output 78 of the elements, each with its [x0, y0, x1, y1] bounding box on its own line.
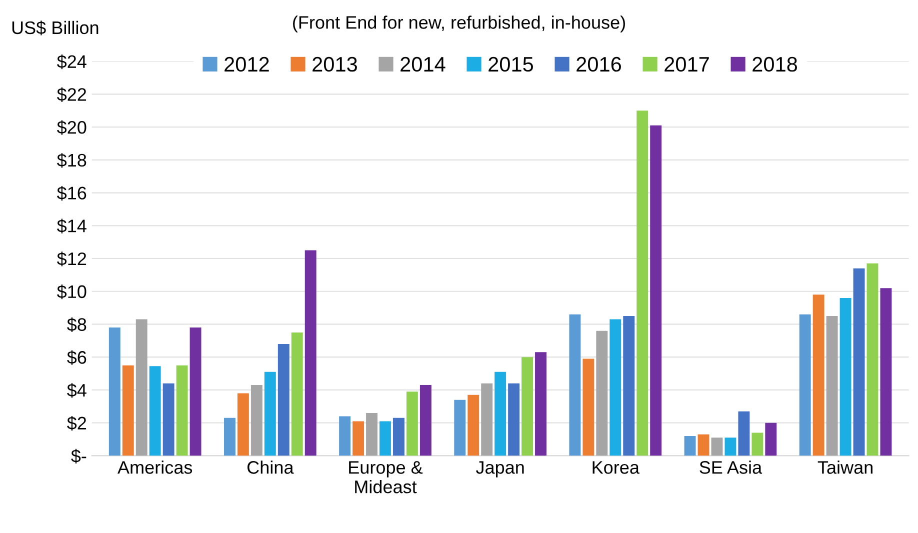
- bar: [636, 110, 648, 456]
- y-tick-label: $18: [57, 153, 86, 168]
- bar: [481, 383, 493, 456]
- legend-label: 2016: [576, 56, 621, 72]
- bar: [494, 372, 506, 456]
- bar: [224, 418, 236, 456]
- y-axis-title: US$ Billion: [12, 20, 98, 36]
- y-tick-label: $10: [57, 284, 86, 300]
- bar: [406, 392, 418, 456]
- x-tick-label: Europe & Mideast: [349, 461, 423, 494]
- bar: [711, 438, 723, 456]
- bar: [468, 394, 480, 456]
- bar: [765, 422, 777, 456]
- y-tick-label: $20: [57, 120, 86, 135]
- bar: [237, 393, 249, 456]
- y-tick-label: $12: [57, 252, 86, 266]
- bar: [136, 319, 148, 456]
- y-tick-label: $2: [67, 416, 86, 431]
- bar: [752, 432, 764, 456]
- bar: [724, 438, 736, 456]
- bar: [596, 330, 608, 456]
- bar: [250, 385, 262, 456]
- bar: [522, 357, 533, 456]
- bar: [826, 316, 838, 456]
- x-tick-label: SE Asia: [700, 460, 762, 474]
- y-tick-label: $8: [67, 317, 86, 332]
- x-tick-label: Korea: [592, 461, 640, 474]
- bar: [392, 418, 404, 456]
- bar: [508, 383, 520, 456]
- legend-label: 2012: [224, 56, 269, 72]
- y-tick-label: $4: [67, 383, 86, 398]
- bar: [866, 263, 878, 456]
- legend-label: 2017: [664, 56, 709, 72]
- bar: [108, 328, 120, 456]
- bar: [610, 319, 622, 456]
- bar: [569, 314, 581, 456]
- y-tick-label: $16: [57, 186, 86, 201]
- bar: [122, 365, 134, 456]
- bar: [738, 411, 750, 456]
- chart-title: (Front End for new, refurbished, in-house): [293, 16, 625, 32]
- bar: [698, 434, 710, 456]
- bar: [420, 385, 432, 456]
- bar: [380, 421, 391, 456]
- bar: [853, 268, 865, 456]
- legend-label: 2014: [400, 56, 446, 72]
- bar: [840, 298, 852, 456]
- legend-label: 2018: [752, 56, 798, 72]
- bar: [880, 288, 892, 456]
- bar: [352, 421, 364, 456]
- bar: [304, 250, 316, 456]
- x-tick-label: Japan: [476, 461, 524, 478]
- bar: [650, 125, 662, 456]
- bar: [190, 328, 202, 456]
- bar: [176, 365, 188, 456]
- bar: [149, 366, 161, 456]
- y-tick-label: $14: [57, 218, 86, 234]
- x-tick-label: Americas: [118, 460, 192, 474]
- bar: [684, 436, 696, 456]
- bar: [366, 412, 378, 456]
- legend-label: 2015: [488, 56, 534, 72]
- y-tick-label: $22: [57, 87, 86, 102]
- x-tick-label: Taiwan: [818, 460, 872, 474]
- y-tick-label: $24: [57, 54, 86, 70]
- bar: [454, 400, 466, 456]
- y-tick-label: $-: [71, 448, 86, 464]
- bar: [162, 383, 174, 456]
- bar: [582, 358, 594, 456]
- bar: [623, 316, 635, 456]
- bar: [812, 294, 824, 456]
- bar: [291, 332, 303, 456]
- bar: [339, 416, 351, 456]
- bar: [278, 344, 290, 456]
- bar: [264, 372, 276, 456]
- bar: [799, 314, 811, 456]
- legend-label: 2013: [312, 56, 357, 72]
- bar: [535, 352, 546, 456]
- y-tick-label: $6: [67, 350, 86, 365]
- x-tick-label: China: [247, 460, 294, 474]
